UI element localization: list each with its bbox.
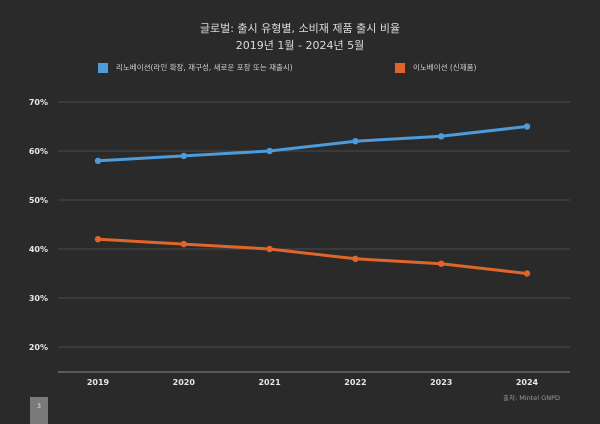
x-tick-label: 2023 <box>430 378 452 387</box>
data-point <box>438 260 445 267</box>
legend-item-renovation: 리노베이션(라인 확장, 재구성, 새로운 포장 또는 재출시) <box>98 62 293 73</box>
data-point <box>94 236 102 243</box>
x-tick-label: 2024 <box>516 378 539 387</box>
data-point <box>180 152 187 160</box>
legend-swatch <box>395 62 405 73</box>
legend-item-innovation: 이노베이션 (신제품) <box>395 62 476 73</box>
source-note: 출처: Mintel GNPD <box>503 394 560 402</box>
x-tick-label: 2019 <box>87 378 110 387</box>
y-tick-label: 30% <box>29 294 48 303</box>
page-number: 3 <box>30 397 48 424</box>
legend-label: 이노베이션 (신제품) <box>413 63 477 72</box>
x-tick-label: 2021 <box>258 378 281 387</box>
chart-title: 글로벌: 출시 유형별, 소비재 제품 출시 비율 <box>199 22 401 35</box>
legend-label: 리노베이션(라인 확장, 재구성, 새로운 포장 또는 재출시) <box>116 63 293 72</box>
y-tick-label: 40% <box>29 245 48 254</box>
data-point <box>523 123 531 130</box>
y-tick-label: 50% <box>29 196 48 205</box>
chart-subtitle: 2019년 1월 - 2024년 5월 <box>235 39 365 52</box>
data-point <box>266 245 273 253</box>
x-tick-label: 2020 <box>173 378 196 387</box>
data-point <box>352 138 359 145</box>
data-point <box>94 157 102 164</box>
x-tick-label: 2022 <box>344 378 366 387</box>
legend-swatch <box>98 62 108 73</box>
y-tick-label: 60% <box>29 147 48 156</box>
series-line-1 <box>97 237 528 275</box>
y-tick-label: 20% <box>29 343 48 352</box>
data-point <box>438 133 445 140</box>
data-point <box>266 147 273 155</box>
data-point <box>523 270 531 277</box>
data-point <box>352 255 359 262</box>
y-tick-label: 70% <box>29 98 48 107</box>
series-line-0 <box>97 125 528 163</box>
data-point <box>180 240 187 248</box>
